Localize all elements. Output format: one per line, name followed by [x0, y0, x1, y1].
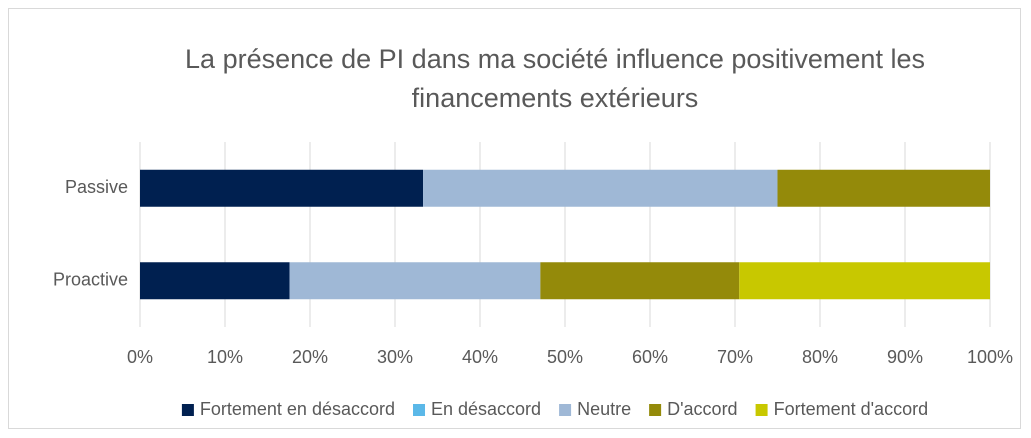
y-tick-label: Passive	[65, 177, 128, 197]
legend-swatch	[559, 404, 572, 416]
bar-segment	[140, 169, 424, 207]
legend-label: Fortement en désaccord	[200, 399, 395, 419]
x-tick-label: 100%	[967, 347, 1013, 367]
x-tick-label: 0%	[127, 347, 153, 367]
x-tick-label: 30%	[377, 347, 413, 367]
legend-label: En désaccord	[431, 399, 541, 419]
x-tick-label: 10%	[207, 347, 243, 367]
x-tick-label: 80%	[802, 347, 838, 367]
bar-segment	[777, 169, 990, 207]
legend-label: Neutre	[577, 399, 631, 419]
legend-label: D'accord	[667, 399, 737, 419]
chart-frame	[8, 8, 1021, 429]
x-tick-label: 70%	[717, 347, 753, 367]
x-tick-label: 90%	[887, 347, 923, 367]
bar-segment	[540, 262, 740, 300]
x-tick-label: 50%	[547, 347, 583, 367]
legend-swatch	[181, 404, 194, 416]
bar-segment	[423, 169, 778, 207]
x-tick-label: 20%	[292, 347, 328, 367]
x-tick-label: 40%	[462, 347, 498, 367]
legend-label: Fortement d'accord	[774, 399, 929, 419]
legend-swatch	[755, 404, 768, 416]
y-tick-label: Proactive	[53, 270, 128, 290]
legend-swatch	[413, 404, 426, 416]
bar-segment	[289, 262, 541, 300]
chart-title: La présence de PI dans ma société influe…	[185, 44, 925, 113]
x-tick-label: 60%	[632, 347, 668, 367]
legend-swatch	[649, 404, 662, 416]
bar-segment	[140, 262, 290, 300]
bar-segment	[739, 262, 990, 300]
